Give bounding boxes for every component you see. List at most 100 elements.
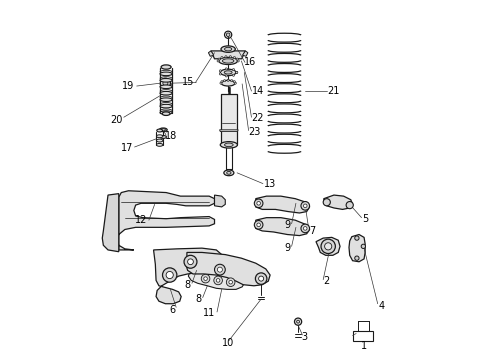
Ellipse shape <box>160 98 172 102</box>
Ellipse shape <box>224 71 232 74</box>
Text: 11: 11 <box>203 309 216 318</box>
Ellipse shape <box>221 80 235 86</box>
Text: 13: 13 <box>264 179 276 189</box>
Polygon shape <box>221 94 237 144</box>
Text: 22: 22 <box>251 113 264 123</box>
Circle shape <box>232 68 235 71</box>
Ellipse shape <box>160 72 172 76</box>
Polygon shape <box>324 195 353 210</box>
Circle shape <box>236 71 238 73</box>
Circle shape <box>227 79 229 81</box>
Text: 12: 12 <box>135 215 147 225</box>
Circle shape <box>221 81 223 83</box>
Text: 15: 15 <box>182 77 194 87</box>
Polygon shape <box>208 51 214 56</box>
Circle shape <box>254 199 263 208</box>
Circle shape <box>188 259 194 265</box>
Text: 8: 8 <box>184 280 191 290</box>
Ellipse shape <box>222 59 234 63</box>
Ellipse shape <box>224 170 234 176</box>
Circle shape <box>233 81 235 83</box>
Circle shape <box>303 204 307 208</box>
Circle shape <box>225 56 227 58</box>
Polygon shape <box>188 267 245 289</box>
Polygon shape <box>256 218 310 235</box>
Polygon shape <box>349 234 365 262</box>
Text: 17: 17 <box>121 143 133 153</box>
Circle shape <box>303 226 307 230</box>
Ellipse shape <box>157 129 163 132</box>
Ellipse shape <box>156 135 163 138</box>
Circle shape <box>226 278 235 287</box>
Circle shape <box>220 82 222 84</box>
Ellipse shape <box>220 69 236 76</box>
Ellipse shape <box>221 46 235 52</box>
Text: 8: 8 <box>195 294 201 304</box>
Text: 1: 1 <box>361 341 367 351</box>
Text: 16: 16 <box>245 57 257 67</box>
Circle shape <box>324 243 332 250</box>
Circle shape <box>361 244 366 248</box>
Circle shape <box>217 60 219 62</box>
Polygon shape <box>153 248 223 304</box>
Circle shape <box>231 80 233 82</box>
Polygon shape <box>256 196 310 213</box>
Ellipse shape <box>224 143 233 147</box>
Circle shape <box>346 202 353 209</box>
Circle shape <box>254 221 263 229</box>
Ellipse shape <box>160 78 172 82</box>
Polygon shape <box>215 195 225 207</box>
Ellipse shape <box>160 135 167 138</box>
Circle shape <box>257 223 260 226</box>
Circle shape <box>321 239 335 253</box>
Text: 6: 6 <box>169 305 175 315</box>
Circle shape <box>220 70 221 72</box>
Circle shape <box>323 199 330 206</box>
Text: 23: 23 <box>248 127 260 136</box>
Circle shape <box>184 255 197 268</box>
Ellipse shape <box>160 104 172 108</box>
Circle shape <box>160 78 171 88</box>
Text: 14: 14 <box>251 86 264 96</box>
Circle shape <box>204 277 207 280</box>
Polygon shape <box>243 51 248 56</box>
Circle shape <box>215 264 225 275</box>
Ellipse shape <box>160 111 172 114</box>
Polygon shape <box>102 194 119 252</box>
Circle shape <box>229 280 232 284</box>
Ellipse shape <box>159 128 167 132</box>
Circle shape <box>237 60 239 62</box>
Ellipse shape <box>224 47 232 51</box>
Circle shape <box>294 318 302 325</box>
Text: 2: 2 <box>323 276 329 286</box>
Circle shape <box>236 71 238 73</box>
Polygon shape <box>220 130 238 132</box>
Circle shape <box>218 58 220 60</box>
Ellipse shape <box>220 141 238 148</box>
Polygon shape <box>186 252 270 286</box>
Text: 20: 20 <box>110 115 122 125</box>
Circle shape <box>229 56 231 58</box>
Text: 9: 9 <box>284 243 291 253</box>
Ellipse shape <box>227 171 231 174</box>
Circle shape <box>301 224 310 233</box>
Text: 3: 3 <box>302 332 308 342</box>
Circle shape <box>214 276 222 285</box>
Text: 21: 21 <box>327 86 339 96</box>
Circle shape <box>225 68 227 70</box>
Circle shape <box>259 276 264 281</box>
Circle shape <box>216 279 220 282</box>
Circle shape <box>234 82 236 84</box>
Circle shape <box>163 81 168 86</box>
Circle shape <box>201 274 210 283</box>
Ellipse shape <box>161 65 171 69</box>
Polygon shape <box>316 237 340 255</box>
Ellipse shape <box>156 139 163 142</box>
Text: 18: 18 <box>166 131 178 141</box>
Circle shape <box>221 57 223 59</box>
Circle shape <box>355 236 359 240</box>
Circle shape <box>220 73 221 75</box>
Text: 4: 4 <box>378 301 385 311</box>
Polygon shape <box>211 51 245 59</box>
Circle shape <box>223 80 225 82</box>
